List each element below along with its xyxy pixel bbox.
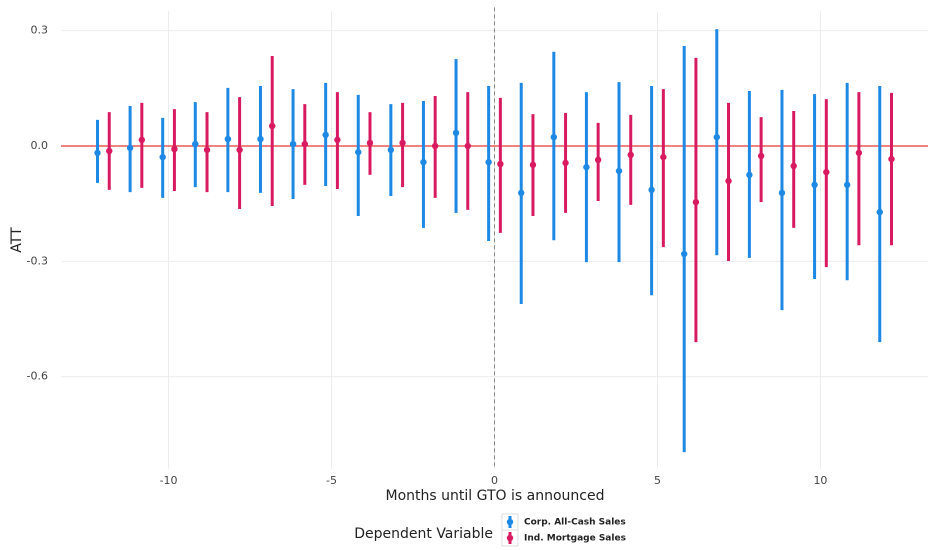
point (257, 135, 264, 143)
point (289, 140, 297, 148)
legend-title: Dependent Variable (354, 526, 493, 542)
point (583, 163, 590, 171)
point (518, 189, 525, 197)
point (138, 136, 146, 144)
point (366, 139, 374, 147)
legend-label: Ind. Mortgage Sales (524, 534, 626, 544)
point (550, 133, 558, 141)
point (594, 156, 602, 164)
point (387, 146, 395, 154)
point (497, 160, 504, 168)
x-tick-label: 0 (491, 474, 498, 487)
point (334, 136, 341, 144)
y-axis-title: ATT (9, 227, 25, 253)
point (725, 177, 732, 185)
point (811, 181, 818, 189)
point (106, 147, 113, 155)
point (757, 152, 765, 160)
point (660, 153, 667, 161)
y-tick-label: -0.3 (27, 254, 48, 267)
point (680, 250, 688, 258)
point (778, 189, 786, 197)
point (843, 181, 851, 189)
y-tick-label: -0.6 (27, 370, 48, 383)
y-tick-label: 0.0 (31, 139, 49, 152)
point (192, 140, 199, 148)
point (224, 135, 232, 143)
point (159, 153, 166, 161)
point (399, 139, 406, 147)
legend-swatch (506, 518, 514, 526)
point (464, 142, 471, 150)
point (420, 158, 427, 166)
point (236, 146, 243, 154)
point (562, 159, 569, 167)
x-tick-label: -5 (326, 474, 337, 487)
point (746, 171, 753, 179)
x-tick-label: -10 (160, 474, 178, 487)
point (615, 167, 623, 175)
y-tick-label: 0.3 (31, 24, 49, 37)
point (876, 208, 883, 216)
x-tick-label: 5 (654, 474, 661, 487)
point (823, 168, 830, 176)
x-tick-label: 10 (813, 474, 827, 487)
point (452, 129, 460, 137)
legend-label: Corp. All-Cash Sales (524, 518, 626, 528)
point (529, 161, 537, 169)
legend-swatch (506, 534, 514, 542)
point (627, 151, 634, 159)
point (322, 131, 329, 139)
point (171, 145, 178, 153)
point (790, 162, 797, 170)
point (648, 186, 655, 194)
point (269, 122, 276, 130)
x-axis-title: Months until GTO is announced (386, 488, 605, 504)
point (713, 133, 720, 141)
point (692, 198, 700, 206)
point (301, 140, 309, 148)
point (126, 144, 134, 152)
point (888, 155, 895, 163)
point (94, 149, 101, 157)
point (431, 142, 439, 150)
point (355, 148, 362, 156)
point (485, 158, 492, 166)
point (855, 149, 863, 157)
point (203, 146, 211, 154)
